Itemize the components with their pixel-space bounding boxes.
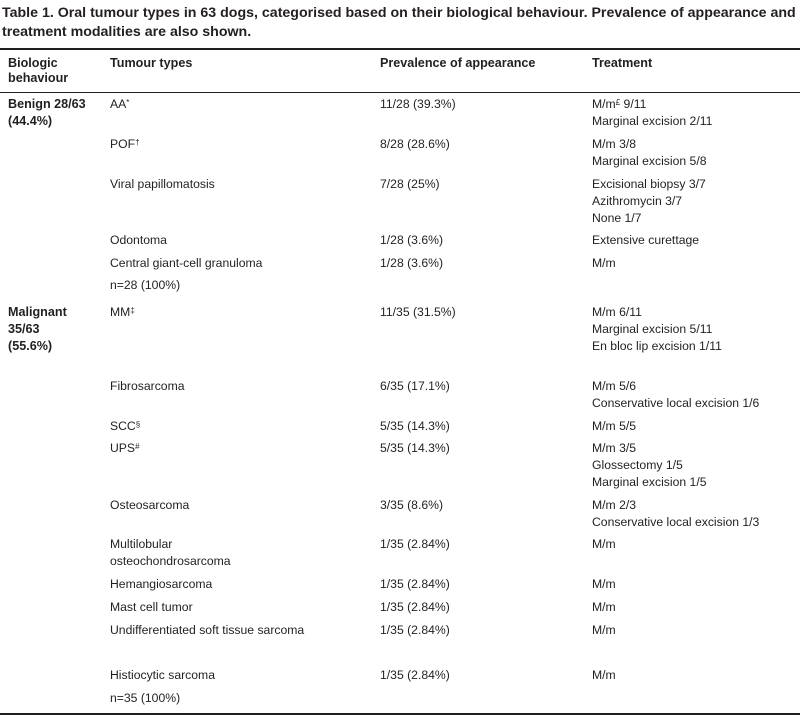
treatment-mast-cell-tumor: M/m (592, 600, 616, 614)
type-line: osteochondrosarcoma (110, 554, 231, 568)
prevalence-viral-papillomatosis: 7/28 (25%) (380, 177, 440, 191)
treatment-line: Excisional biopsy 3/7 (592, 177, 706, 191)
type-central-giant-cell-granuloma: Central giant-cell granuloma (110, 256, 263, 270)
prevalence-central-giant-cell-granuloma: 1/28 (3.6%) (380, 256, 444, 270)
prevalence-aa: 11/28 (39.3%) (380, 97, 456, 111)
header-rule (0, 92, 800, 93)
table-bottom-rule (0, 713, 800, 715)
treatment-line: M/m 5/6 (592, 379, 637, 393)
type-scc: SCC (110, 419, 136, 433)
footnote-mark: ‡ (130, 306, 135, 315)
table-row-type: AA* (110, 96, 370, 113)
malignant-label-line3: (55.6%) (8, 339, 53, 353)
prevalence-ups: 5/35 (14.3%) (380, 441, 450, 455)
treatment-line: En bloc lip excision 1/11 (592, 339, 722, 353)
prevalence-osteosarcoma: 3/35 (8.6%) (380, 498, 444, 512)
treatment-line: Marginal excision 5/11 (592, 322, 713, 336)
prevalence-odontoma: 1/28 (3.6%) (380, 233, 444, 247)
prevalence-multilobular-osteochondrosarcoma: 1/35 (2.84%) (380, 537, 450, 551)
header-prevalence: Prevalence of appearance (380, 56, 536, 70)
benign-total: n=28 (100%) (110, 278, 181, 292)
treatment-multilobular-osteochondrosarcoma: M/m (592, 537, 616, 551)
group-malignant-label: Malignant 35/63 (55.6%) (8, 304, 103, 355)
prevalence-hemangiosarcoma: 1/35 (2.84%) (380, 577, 450, 591)
header-treatment: Treatment (592, 56, 653, 70)
table-row-type: MM‡ (110, 304, 370, 321)
treatment-scc: M/m 5/5 (592, 419, 637, 433)
footnote-mark: * (126, 98, 130, 107)
prevalence-mast-cell-tumor: 1/35 (2.84%) (380, 600, 450, 614)
treatment-line: M/m 6/11 (592, 305, 642, 319)
prevalence-histiocytic-sarcoma: 1/35 (2.84%) (380, 668, 450, 682)
treatment-mm: M/m 6/11 Marginal excision 5/11 En bloc … (592, 304, 797, 355)
footnote-mark: £ (615, 98, 621, 107)
type-ups: UPS (110, 441, 136, 455)
treatment-histiocytic-sarcoma: M/m (592, 668, 616, 682)
type-histiocytic-sarcoma: Histiocytic sarcoma (110, 668, 215, 682)
benign-label-line2: (44.4%) (8, 114, 53, 128)
table-caption: Table 1. Oral tumour types in 63 dogs, c… (2, 4, 798, 42)
treatment-odontoma: Extensive curettage (592, 233, 700, 247)
caption-label: Table 1. (2, 5, 54, 21)
type-odontoma: Odontoma (110, 233, 167, 247)
treatment-line: Azithromycin 3/7 (592, 194, 683, 208)
treatment-undifferentiated-soft-tissue-sarcoma: M/m (592, 623, 616, 637)
treatment-line: Marginal excision 5/8 (592, 154, 707, 168)
treatment-ups: M/m 3/5 Glossectomy 1/5 Marginal excisio… (592, 440, 797, 491)
prevalence-scc: 5/35 (14.3%) (380, 419, 450, 433)
treatment-line: None 1/7 (592, 211, 642, 225)
type-line: Multilobular (110, 537, 173, 551)
type-aa: AA (110, 97, 127, 111)
treatment-count: 9/11 (620, 97, 647, 111)
benign-label-line1: Benign 28/63 (8, 97, 86, 111)
treatment-line: M/m 3/8 (592, 137, 637, 151)
type-mast-cell-tumor: Mast cell tumor (110, 600, 193, 614)
type-mm: MM (110, 305, 131, 319)
malignant-total: n=35 (100%) (110, 691, 181, 705)
treatment-line: Marginal excision 1/5 (592, 475, 707, 489)
treatment-line: M/m (592, 97, 616, 111)
type-osteosarcoma: Osteosarcoma (110, 498, 190, 512)
footnote-mark: # (135, 442, 140, 451)
type-undifferentiated-soft-tissue-sarcoma: Undifferentiated soft tissue sarcoma (110, 623, 305, 637)
treatment-line: Conservative local excision 1/6 (592, 396, 760, 410)
treatment-fibrosarcoma: M/m 5/6 Conservative local excision 1/6 (592, 378, 797, 412)
prevalence-mm: 11/35 (31.5%) (380, 305, 456, 319)
type-fibrosarcoma: Fibrosarcoma (110, 379, 185, 393)
table-row-type: SCC§ (110, 418, 370, 435)
footnote-mark: † (135, 138, 140, 147)
footnote-mark: § (135, 420, 141, 429)
treatment-line: M/m 3/5 (592, 441, 637, 455)
treatment-viral-papillomatosis: Excisional biopsy 3/7 Azithromycin 3/7 N… (592, 176, 797, 227)
prevalence-pof: 8/28 (28.6%) (380, 137, 450, 151)
treatment-line: Glossectomy 1/5 (592, 458, 683, 472)
table-row-type: POF† (110, 136, 370, 153)
treatment-line: Marginal excision 2/11 (592, 114, 713, 128)
type-multilobular-osteochondrosarcoma: Multilobular osteochondrosarcoma (110, 536, 370, 570)
type-pof: POF (110, 137, 136, 151)
prevalence-undifferentiated-soft-tissue-sarcoma: 1/35 (2.84%) (380, 623, 450, 637)
header-biologic-behaviour: Biologic behaviour (8, 56, 69, 85)
treatment-line: Conservative local excision 1/3 (592, 515, 760, 529)
treatment-aa: M/m£ 9/11 Marginal excision 2/11 (592, 96, 797, 130)
caption-text: Oral tumour types in 63 dogs, categorise… (2, 5, 796, 40)
treatment-pof: M/m 3/8 Marginal excision 5/8 (592, 136, 797, 170)
malignant-label-line2: 35/63 (8, 322, 40, 336)
table-row-type: UPS# (110, 440, 370, 457)
table-top-rule (0, 48, 800, 50)
type-viral-papillomatosis: Viral papillomatosis (110, 177, 215, 191)
treatment-hemangiosarcoma: M/m (592, 577, 616, 591)
malignant-label-line1: Malignant (8, 305, 67, 319)
prevalence-fibrosarcoma: 6/35 (17.1%) (380, 379, 450, 393)
group-benign-label: Benign 28/63 (44.4%) (8, 96, 103, 130)
treatment-line: M/m 2/3 (592, 498, 637, 512)
type-hemangiosarcoma: Hemangiosarcoma (110, 577, 213, 591)
treatment-osteosarcoma: M/m 2/3 Conservative local excision 1/3 (592, 497, 797, 531)
header-tumour-types: Tumour types (110, 56, 193, 70)
treatment-central-giant-cell-granuloma: M/m (592, 256, 616, 270)
